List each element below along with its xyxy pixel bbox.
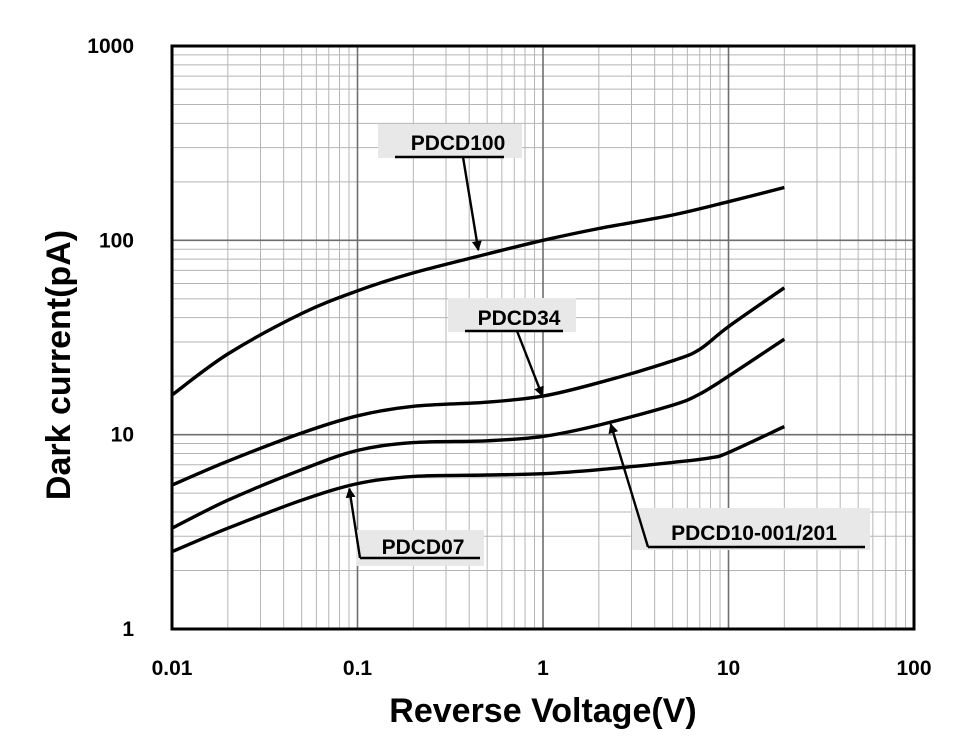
x-tick-labels: 0.01 0.1 1 10 100	[152, 657, 932, 680]
annotation-arrow-pdcd34	[515, 330, 544, 397]
annotation-arrow-pdcd100	[461, 156, 482, 252]
annotation-box-pdcd34	[448, 298, 576, 332]
annotation-box-pdcd07	[356, 530, 484, 566]
y-tick-label: 1000	[87, 35, 134, 58]
y-tick-labels: 1 10 100 1000	[87, 35, 134, 641]
series-line-pdcd10-001-201	[171, 337, 786, 530]
y-tick-label: 100	[99, 229, 134, 252]
x-axis-title: Reverse Voltage(V)	[389, 692, 696, 730]
annotation-arrow-pdcd10-001-201	[608, 423, 650, 548]
plot-frame	[170, 44, 916, 631]
series-line-pdcd34	[171, 286, 786, 487]
y-tick-label: 1	[122, 618, 134, 641]
series-line-pdcd100	[170, 185, 785, 397]
annotation-label-pdcd10-001-201: PDCD10-001/201	[671, 522, 837, 545]
annotation-arrow-pdcd07	[345, 487, 362, 559]
annotation-label-pdcd07: PDCD07	[382, 536, 465, 559]
series-line-pdcd07	[171, 425, 786, 554]
annotation-labels: PDCD100 PDCD34 PDCD10-001/201 PDCD07	[345, 124, 870, 566]
y-axis-title: Dark current(pA)	[40, 230, 78, 500]
annotation-label-pdcd100: PDCD100	[411, 132, 506, 155]
series-lines	[170, 185, 786, 554]
annotation-box-pdcd10-001-201	[632, 508, 870, 550]
x-tick-label: 10	[717, 657, 740, 680]
x-tick-label: 0.1	[343, 657, 373, 680]
annotation-box-pdcd100	[378, 124, 522, 158]
x-tick-label: 100	[896, 657, 931, 680]
y-tick-label: 10	[111, 424, 134, 447]
x-tick-label: 1	[537, 657, 549, 680]
annotation-label-pdcd34: PDCD34	[478, 307, 561, 330]
x-tick-label: 0.01	[152, 657, 193, 680]
